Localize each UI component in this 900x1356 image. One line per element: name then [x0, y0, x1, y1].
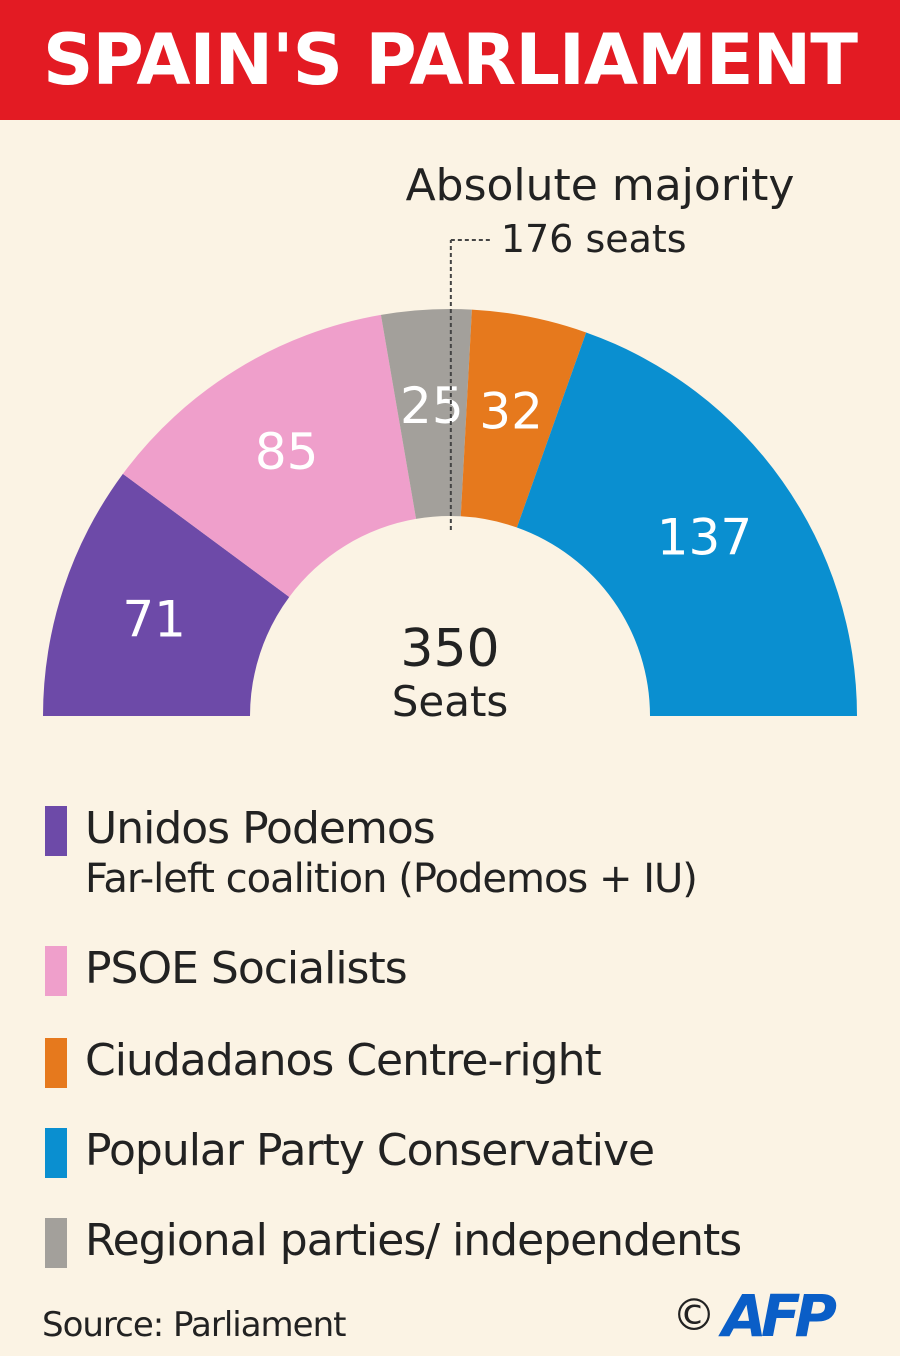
legend-swatch	[45, 1038, 67, 1088]
slice-value-label: 25	[400, 377, 464, 435]
legend-label: Unidos Podemos	[85, 803, 436, 854]
slice-value-label: 71	[122, 590, 186, 648]
afp-logo: AFP	[722, 1282, 837, 1350]
legend-label: Popular Party Conservative	[85, 1125, 655, 1176]
legend-label: PSOE Socialists	[85, 943, 408, 994]
slice-regional-parties-independents	[380, 309, 472, 519]
slice-ciudadanos-centre-right	[460, 309, 587, 528]
title-bar	[0, 0, 900, 120]
legend-swatch	[45, 946, 67, 996]
chart-slices	[43, 309, 857, 716]
total-seats-unit: Seats	[392, 677, 509, 726]
total-seats-value: 350	[400, 619, 499, 679]
page-title: SPAIN'S PARLIAMENT	[43, 19, 858, 101]
slice-value-label: 85	[255, 423, 319, 481]
slice-unidos-podemos	[43, 473, 290, 716]
source-note: Source: Parliament	[42, 1305, 346, 1345]
slice-psoe-socialists	[122, 314, 417, 597]
majority-label: Absolute majority	[406, 160, 795, 211]
legend-sublabel: Far-left coalition (Podemos + IU)	[85, 856, 698, 902]
slice-popular-party-conservative	[516, 332, 857, 716]
majority-value-label: 176 seats	[501, 217, 687, 261]
chart-slice-labels: 71 85 25 32 137	[122, 377, 752, 648]
legend-label: Ciudadanos Centre-right	[85, 1035, 602, 1086]
legend-swatch	[45, 1218, 67, 1268]
legend-label: Regional parties/ independents	[85, 1215, 742, 1266]
legend-swatch	[45, 1128, 67, 1178]
copyright-symbol: ©	[672, 1290, 716, 1341]
slice-value-label: 137	[657, 508, 752, 566]
legend-swatch	[45, 806, 67, 856]
slice-value-label: 32	[479, 383, 543, 441]
